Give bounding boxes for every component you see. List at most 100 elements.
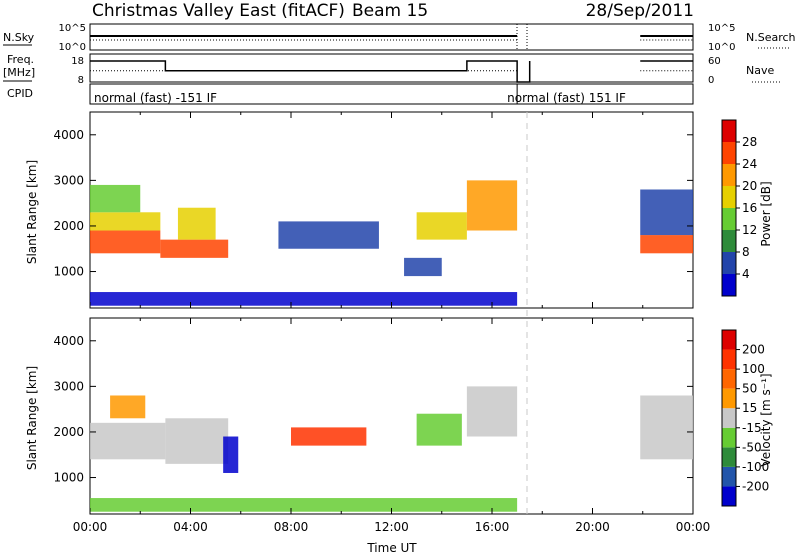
y-tick-label: 1000 (53, 471, 84, 485)
colorbar-tick-label: 4 (742, 267, 750, 281)
frequency-tick-bottom: 8 (78, 75, 84, 86)
colorbar-tick-label: -50 (742, 440, 762, 454)
nave-tick-bottom: 0 (708, 75, 714, 86)
colorbar-swatch (722, 369, 736, 389)
echo-region (90, 212, 161, 231)
colorbar-swatch (722, 427, 736, 448)
colorbar-swatch (722, 208, 736, 230)
colorbar-tick-label: 24 (742, 157, 757, 171)
power-colorbar-label: Power [dB] (759, 181, 773, 246)
y-tick-label: 3000 (53, 173, 84, 187)
x-tick-label: 16:00 (475, 520, 510, 534)
power-y-axis-label: Slant Range [km] (25, 160, 39, 264)
echo-region (466, 180, 518, 231)
echo-region (90, 422, 166, 460)
echo-region (278, 221, 379, 249)
echo-region (223, 436, 239, 473)
colorbar-tick-label: -15 (742, 421, 762, 435)
velocity-panel: 1000 2000 3000 4000 00:00 04:00 08:00 12:00 16:0… (25, 317, 773, 555)
power-panel: 1000 2000 3000 4000 Slant Range [km] 4 8 12 16… (25, 111, 773, 309)
colorbar-swatch (722, 274, 736, 296)
velocity-colorbar-label: Velocity [m s⁻¹] (759, 373, 773, 466)
colorbar-tick-label: 50 (742, 382, 757, 396)
colorbar-tick-label: 200 (742, 343, 765, 357)
y-tick-label: 3000 (53, 379, 84, 393)
colorbar-swatch (722, 466, 736, 487)
y-tick-label: 2000 (53, 425, 84, 439)
colorbar-tick-label: 20 (742, 179, 757, 193)
colorbar-tick-label: 16 (742, 201, 757, 215)
cpid-entry: normal (fast) -151 IF (94, 91, 217, 105)
cpid-entry: normal (fast) 151 IF (507, 91, 626, 105)
x-tick-label: 00:00 (676, 520, 711, 534)
echo-region (416, 413, 462, 446)
echo-region (90, 230, 161, 254)
echo-region (90, 498, 518, 512)
x-tick-label: 20:00 (575, 520, 610, 534)
echo-region (640, 235, 693, 254)
colorbar-tick-label: 100 (742, 362, 765, 376)
colorbar-tick-label: -100 (742, 460, 769, 474)
cpid-left-label: CPID (7, 87, 33, 100)
x-tick-label: 04:00 (173, 520, 208, 534)
nave-right-label: Nave (746, 64, 774, 77)
echo-region (110, 395, 146, 419)
noise-panel: N.Sky 10^5 10^0 10^5 10^0 N.Search (3, 23, 796, 53)
frequency-panel: Freq. [MHz] 18 8 60 0 Nave (3, 53, 780, 86)
colorbar-swatch (722, 408, 736, 428)
echo-region (160, 239, 229, 258)
echo-region (466, 386, 518, 437)
noise-right-label: N.Search (746, 31, 796, 44)
frequency-left-unit: [MHz] (3, 66, 35, 79)
colorbar-swatch (722, 486, 736, 506)
colorbar-swatch (722, 142, 736, 164)
y-tick-label: 4000 (53, 334, 84, 348)
colorbar-swatch (722, 186, 736, 208)
echo-region (416, 212, 467, 240)
y-tick-label: 2000 (53, 219, 84, 233)
colorbar-frame (721, 329, 737, 507)
noise-right-tick-bottom: 10^0 (708, 42, 735, 53)
frequency-panel-frame (89, 53, 694, 83)
colorbar-tick-label: 12 (742, 223, 757, 237)
colorbar-tick-label: 28 (742, 135, 757, 149)
echo-region (640, 395, 693, 460)
echo-region (640, 189, 693, 236)
y-tick-label: 1000 (53, 265, 84, 279)
echo-region (177, 207, 216, 240)
noise-left-label: N.Sky (3, 31, 35, 44)
velocity-y-axis-label: Slant Range [km] (25, 366, 39, 470)
x-axis-label: Time UT (366, 541, 417, 554)
noise-right-tick-top: 10^5 (708, 23, 735, 34)
echo-region (404, 257, 442, 277)
y-tick-label: 4000 (53, 128, 84, 142)
cpid-panel: CPID normal (fast) -151 IF normal (fast) … (7, 83, 694, 105)
colorbar-tick-label: -200 (742, 479, 769, 493)
frequency-left-label: Freq. (7, 53, 34, 66)
colorbar-swatch (722, 230, 736, 252)
colorbar-swatch (722, 349, 736, 370)
date-label: 28/Sep/2011 (586, 1, 694, 21)
echo-region (165, 418, 229, 464)
plot-title: Christmas Valley East (fitACF) (92, 1, 345, 21)
colorbar-swatch (722, 252, 736, 274)
colorbar-swatch (722, 164, 736, 186)
frequency-line (90, 60, 531, 83)
colorbar-tick-label: 15 (742, 401, 757, 415)
colorbar-swatch (722, 447, 736, 467)
x-tick-label: 08:00 (274, 520, 309, 534)
noise-tick-top: 10^5 (59, 23, 86, 34)
noise-tick-bottom: 10^0 (59, 42, 86, 53)
x-tick-label: 00:00 (73, 520, 108, 534)
colorbar-swatch (722, 120, 736, 142)
nave-tick-top: 60 (708, 56, 721, 67)
colorbar-swatch (722, 330, 736, 350)
x-tick-label: 12:00 (374, 520, 409, 534)
echo-region (291, 427, 367, 446)
frequency-tick-top: 18 (71, 56, 84, 67)
colorbar-tick-label: 8 (742, 245, 750, 259)
echo-region (90, 292, 518, 306)
beam-label: Beam 15 (352, 1, 428, 21)
colorbar-swatch (722, 388, 736, 409)
